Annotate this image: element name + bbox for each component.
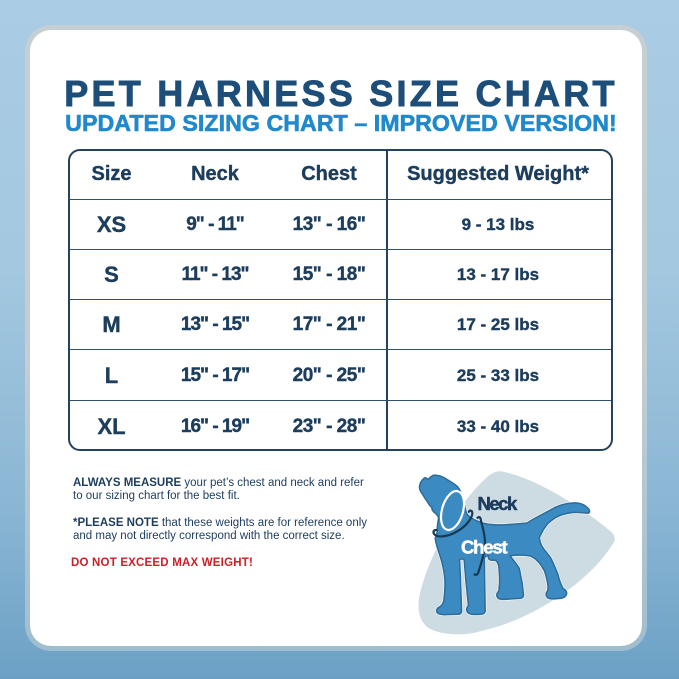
svg-text:Neck: Neck [478,493,518,514]
svg-text:Chest: Chest [461,537,507,558]
